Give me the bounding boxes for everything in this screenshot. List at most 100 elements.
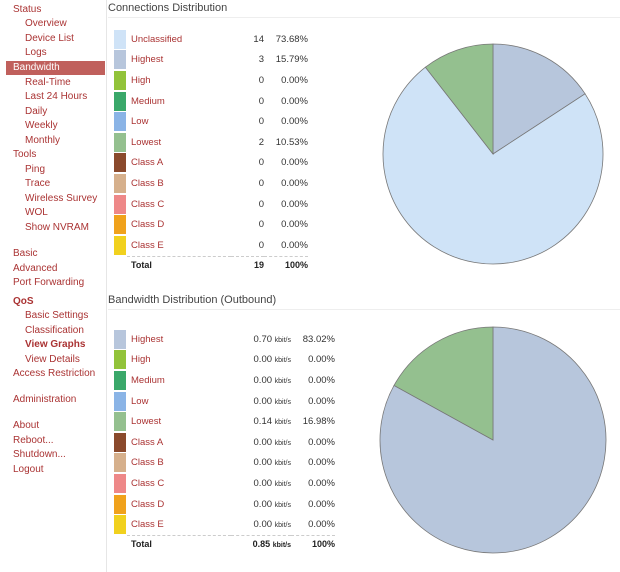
rate-value: 0.00 [253, 498, 273, 510]
sidebar-item-real-time[interactable]: Real-Time [25, 77, 71, 88]
total-rate: 0.85 kbit/s [231, 534, 291, 552]
class-label[interactable]: Low [131, 395, 149, 407]
sidebar-item-advanced[interactable]: Advanced [13, 263, 58, 274]
connection-count: 0 [258, 239, 264, 251]
percent-cell: 0.00% [281, 157, 308, 169]
class-label[interactable]: Class E [131, 239, 164, 251]
class-label[interactable]: Low [131, 116, 149, 128]
class-label[interactable]: Class C [131, 198, 165, 210]
connections-table: Unclassified 14 73.68% Highest 3 15.79% High 0 0… [114, 29, 308, 273]
sidebar-item-logout[interactable]: Logout [13, 464, 44, 475]
table-row: Highest 3 15.79% [114, 50, 308, 71]
table-row: Class D 0 0.00% [114, 214, 308, 235]
connections-divider [108, 17, 620, 18]
sidebar-item-basic[interactable]: Basic [13, 248, 38, 259]
sidebar-item-about[interactable]: About [13, 420, 40, 431]
sidebar-item-monthly[interactable]: Monthly [25, 135, 61, 146]
class-label[interactable]: Class D [131, 498, 165, 510]
total-row: Total 0.85 kbit/s 100% [114, 534, 335, 552]
legend-swatch [114, 29, 126, 49]
percent-cell: 73.68% [275, 33, 308, 45]
class-label[interactable]: Highest [131, 333, 164, 345]
class-label[interactable]: Unclassified [131, 33, 183, 45]
sidebar-item-bandwidth[interactable]: Bandwidth [6, 61, 105, 75]
table-row: Low 0 0.00% [114, 111, 308, 132]
table-row: Class E 0 0.00% [114, 235, 308, 256]
connection-count: 14 [253, 33, 264, 45]
rate-value: 0.00 [253, 395, 273, 407]
class-label[interactable]: High [131, 74, 151, 86]
percent-cell: 0.00% [308, 354, 335, 366]
percent-cell: 83.02% [302, 333, 335, 345]
sidebar-item-view-details[interactable]: View Details [25, 354, 80, 365]
sidebar-item-classification[interactable]: Classification [25, 325, 84, 336]
table-row: Medium 0 0.00% [114, 91, 308, 112]
sidebar-item-last-24-hours[interactable]: Last 24 Hours [25, 91, 88, 102]
total-percent: 100% [291, 534, 335, 552]
legend-swatch [114, 494, 126, 514]
sidebar-item-tools[interactable]: Tools [13, 149, 37, 160]
connections-pie-chart [382, 43, 604, 265]
sidebar-item-trace[interactable]: Trace [25, 178, 51, 189]
sidebar-item-weekly[interactable]: Weekly [25, 120, 58, 131]
legend-swatch [114, 515, 126, 535]
percent-cell: 0.00% [281, 198, 308, 210]
sidebar-item-wireless-survey[interactable]: Wireless Survey [25, 193, 98, 204]
legend-swatch [114, 112, 126, 132]
legend-swatch [114, 70, 126, 90]
rate-unit: kbit/s [274, 357, 291, 365]
sidebar-item-qos[interactable]: QoS [13, 296, 34, 307]
class-label[interactable]: Highest [131, 54, 164, 66]
legend-swatch [114, 173, 126, 193]
rate-unit: kbit/s [274, 419, 291, 427]
bandwidth-divider [108, 309, 620, 310]
rate-unit: kbit/s [274, 439, 291, 447]
rate-cell: 0.14 kbit/s [231, 411, 291, 432]
sidebar-item-port-forwarding[interactable]: Port Forwarding [13, 277, 85, 288]
class-label[interactable]: Class E [131, 519, 164, 531]
percent-cell: 16.98% [302, 416, 335, 428]
class-label[interactable]: Class B [131, 457, 164, 469]
sidebar-item-basic-settings[interactable]: Basic Settings [25, 310, 89, 321]
class-label[interactable]: Lowest [131, 416, 162, 428]
table-row: Low 0.00 kbit/s 0.00% [114, 391, 335, 412]
percent-cell: 0.00% [308, 477, 335, 489]
connection-count: 0 [258, 177, 264, 189]
sidebar-item-ping[interactable]: Ping [25, 164, 46, 175]
sidebar-item-shutdown[interactable]: Shutdown... [13, 449, 66, 460]
class-label[interactable]: Medium [131, 95, 165, 107]
sidebar-item-status[interactable]: Status [13, 4, 42, 15]
sidebar-item-overview[interactable]: Overview [25, 18, 67, 29]
class-label[interactable]: High [131, 354, 151, 366]
class-label[interactable]: Class A [131, 436, 164, 448]
class-label[interactable]: Class B [131, 177, 164, 189]
sidebar-nav: Status Overview Device List Logs Bandwidth Re… [0, 0, 107, 572]
total-row: Total 19 100% [114, 255, 308, 273]
table-row: Class C 0.00 kbit/s 0.00% [114, 473, 335, 494]
sidebar-item-logs[interactable]: Logs [25, 47, 47, 58]
sidebar-item-access-restriction[interactable]: Access Restriction [13, 368, 96, 379]
connection-count: 0 [258, 198, 264, 210]
sidebar-item-reboot[interactable]: Reboot... [13, 435, 54, 446]
rate-cell: 0.00 kbit/s [231, 473, 291, 494]
sidebar-item-daily[interactable]: Daily [25, 106, 48, 117]
class-label[interactable]: Medium [131, 374, 165, 386]
table-row: High 0 0.00% [114, 70, 308, 91]
legend-swatch [114, 329, 126, 349]
class-label[interactable]: Class A [131, 157, 164, 169]
legend-swatch [114, 473, 126, 493]
sidebar-item-device-list[interactable]: Device List [25, 33, 74, 44]
sidebar-item-administration[interactable]: Administration [13, 394, 77, 405]
rate-cell: 0.00 kbit/s [231, 370, 291, 391]
connection-count: 0 [258, 157, 264, 169]
class-label[interactable]: Lowest [131, 136, 162, 148]
rate-cell: 0.00 kbit/s [231, 453, 291, 474]
sidebar-item-view-graphs[interactable]: View Graphs [25, 339, 86, 350]
legend-swatch [114, 194, 126, 214]
class-label[interactable]: Class D [131, 219, 165, 231]
rate-value: 0.00 [253, 374, 273, 386]
class-label[interactable]: Class C [131, 477, 165, 489]
sidebar-item-show-nvram[interactable]: Show NVRAM [25, 222, 89, 233]
sidebar-item-wol[interactable]: WOL [25, 207, 48, 218]
legend-swatch [114, 350, 126, 370]
